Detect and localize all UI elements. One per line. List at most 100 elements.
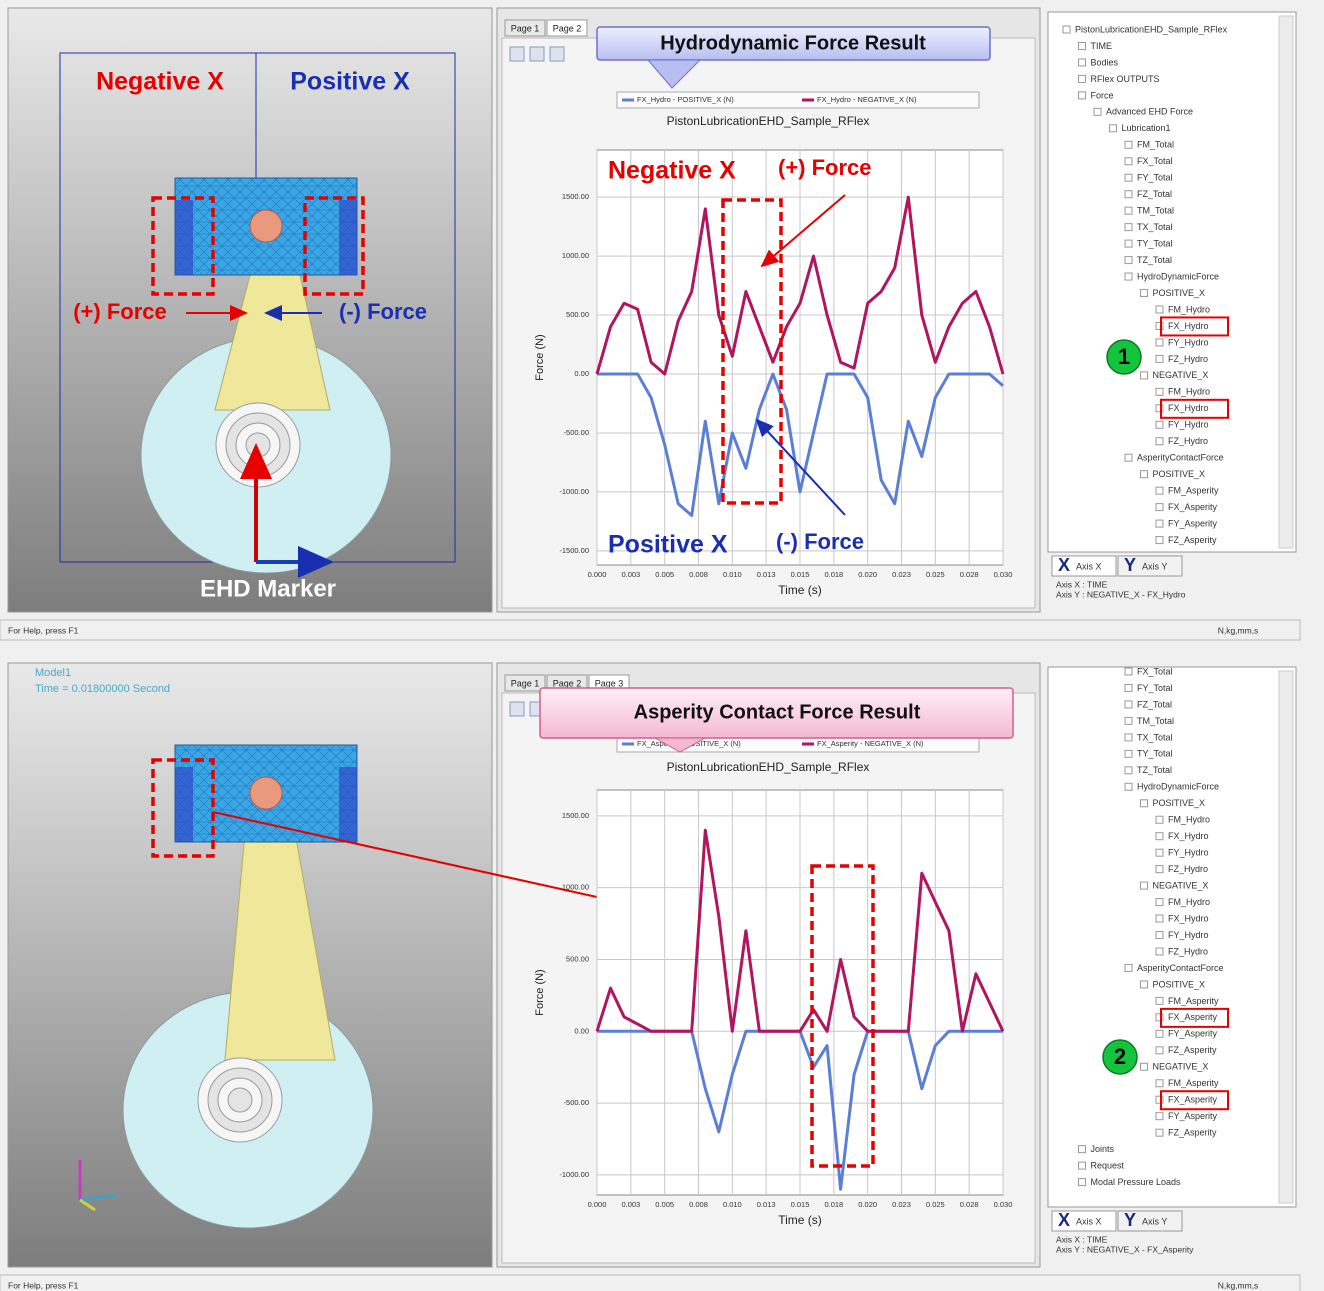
tree-item[interactable]: POSITIVE_X <box>1153 288 1206 298</box>
tree-item[interactable]: Joints <box>1091 1144 1115 1154</box>
tree-item[interactable]: NEGATIVE_X <box>1153 880 1209 890</box>
tree-item[interactable]: FZ_Total <box>1137 699 1172 709</box>
tree-node-box <box>1125 174 1132 181</box>
tree-item[interactable]: TZ_Total <box>1137 765 1172 775</box>
tree-item[interactable]: FZ_Hydro <box>1168 946 1208 956</box>
tree-item[interactable]: PistonLubricationEHD_Sample_RFlex <box>1075 24 1228 34</box>
x-tick-label: 0.025 <box>926 570 945 579</box>
y-tick-label: -1000.00 <box>559 1170 589 1179</box>
tree-item[interactable]: FZ_Asperity <box>1168 1128 1217 1138</box>
tree-node-box <box>1125 783 1132 790</box>
tree-item[interactable]: FY_Hydro <box>1168 337 1209 347</box>
status-text: For Help, press F1 <box>8 625 79 635</box>
legend-label: FX_Asperity - NEGATIVE_X (N) <box>817 739 924 748</box>
x-tick-label: 0.018 <box>824 1200 843 1209</box>
tree-item[interactable]: TZ_Total <box>1137 255 1172 265</box>
tree-node-box <box>1079 1146 1086 1153</box>
tree-item[interactable]: FX_Asperity <box>1168 1095 1218 1105</box>
tree-node-box <box>1156 421 1163 428</box>
tree-item[interactable]: RFlex OUTPUTS <box>1091 74 1160 84</box>
tree-node-box <box>1156 355 1163 362</box>
tree-item[interactable]: AsperityContactForce <box>1137 453 1224 463</box>
tree-item[interactable]: FY_Asperity <box>1168 1111 1218 1121</box>
tree-item[interactable]: FZ_Asperity <box>1168 535 1217 545</box>
tree-node-box <box>1125 964 1132 971</box>
tree-item[interactable]: HydroDynamicForce <box>1137 271 1219 281</box>
tree-item[interactable]: FX_Hydro <box>1168 831 1209 841</box>
tree-item[interactable]: FX_Hydro <box>1168 403 1209 413</box>
tree-item[interactable]: FM_Hydro <box>1168 304 1210 314</box>
tree-item[interactable]: NEGATIVE_X <box>1153 1062 1209 1072</box>
tree-node-box <box>1125 668 1132 675</box>
tree-item[interactable]: FY_Hydro <box>1168 930 1209 940</box>
tree-item[interactable]: TX_Total <box>1137 222 1173 232</box>
tree-item[interactable]: Request <box>1091 1160 1125 1170</box>
chart-note: (+) Force <box>778 155 872 180</box>
tree-item[interactable]: FZ_Hydro <box>1168 864 1208 874</box>
tree-item[interactable]: FZ_Total <box>1137 189 1172 199</box>
view-label: (-) Force <box>339 299 427 324</box>
tree-item[interactable]: HydroDynamicForce <box>1137 782 1219 792</box>
tree-item[interactable]: Lubrication1 <box>1122 123 1171 133</box>
legend-label: FX_Hydro - NEGATIVE_X (N) <box>817 95 917 104</box>
tree-node-box <box>1125 207 1132 214</box>
x-tick-label: 0.030 <box>994 1200 1013 1209</box>
tree-item[interactable]: TIME <box>1091 41 1113 51</box>
tree-item[interactable]: FX_Asperity <box>1168 1012 1218 1022</box>
tree-item[interactable]: POSITIVE_X <box>1153 469 1206 479</box>
step-badge-label: 1 <box>1118 344 1130 369</box>
axis-icon: Y <box>1124 555 1136 575</box>
tree-node-box <box>1156 932 1163 939</box>
toolbar-button[interactable] <box>550 47 564 61</box>
tree-item[interactable]: FM_Asperity <box>1168 1078 1219 1088</box>
tree-item[interactable]: FM_Asperity <box>1168 996 1219 1006</box>
tree-node-box <box>1156 899 1163 906</box>
tree-item[interactable]: FX_Total <box>1137 156 1173 166</box>
tree-item[interactable]: TY_Total <box>1137 238 1173 248</box>
tree-item[interactable]: FX_Hydro <box>1168 913 1209 923</box>
tree-item[interactable]: FM_Hydro <box>1168 897 1210 907</box>
tree-node-box <box>1156 997 1163 1004</box>
tab-label: Page 2 <box>553 678 582 688</box>
tree-item[interactable]: TX_Total <box>1137 732 1173 742</box>
tree-item[interactable]: FY_Asperity <box>1168 518 1218 528</box>
tree-item[interactable]: FM_Hydro <box>1168 387 1210 397</box>
tree-item[interactable]: FZ_Hydro <box>1168 354 1208 364</box>
tree-node-box <box>1156 866 1163 873</box>
tree-item[interactable]: TY_Total <box>1137 749 1173 759</box>
tree-item[interactable]: FZ_Hydro <box>1168 436 1208 446</box>
tree-node-box <box>1141 882 1148 889</box>
x-tick-label: 0.008 <box>689 1200 708 1209</box>
tree-node-box <box>1125 240 1132 247</box>
tree-item[interactable]: FY_Hydro <box>1168 848 1209 858</box>
toolbar-button[interactable] <box>530 47 544 61</box>
tree-item[interactable]: FM_Asperity <box>1168 486 1219 496</box>
tree-item[interactable]: AsperityContactForce <box>1137 963 1224 973</box>
tree-item[interactable]: POSITIVE_X <box>1153 798 1206 808</box>
tree-node-box <box>1125 158 1132 165</box>
y-tick-label: -1000.00 <box>559 487 589 496</box>
tree-item[interactable]: FX_Asperity <box>1168 502 1218 512</box>
tree-item[interactable]: TM_Total <box>1137 716 1174 726</box>
tree-item[interactable]: FZ_Asperity <box>1168 1045 1217 1055</box>
tree-item[interactable]: Bodies <box>1091 57 1119 67</box>
tree-node-box <box>1156 915 1163 922</box>
tree-node-box <box>1141 981 1148 988</box>
tree-item[interactable]: Modal Pressure Loads <box>1091 1177 1182 1187</box>
axis-info: Axis Y : NEGATIVE_X - FX_Hydro <box>1056 589 1186 599</box>
tree-item[interactable]: TM_Total <box>1137 206 1174 216</box>
tree-item[interactable]: FM_Hydro <box>1168 815 1210 825</box>
tree-item[interactable]: FX_Hydro <box>1168 321 1209 331</box>
tree-item[interactable]: Force <box>1091 90 1114 100</box>
tree-item[interactable]: FY_Total <box>1137 173 1173 183</box>
tree-item[interactable]: FY_Total <box>1137 683 1173 693</box>
tree-item[interactable]: Advanced EHD Force <box>1106 107 1193 117</box>
toolbar-button[interactable] <box>510 702 524 716</box>
toolbar-button[interactable] <box>510 47 524 61</box>
tree-item[interactable]: POSITIVE_X <box>1153 979 1206 989</box>
tree-item[interactable]: FM_Total <box>1137 140 1174 150</box>
tree-item[interactable]: FY_Hydro <box>1168 420 1209 430</box>
tree-item[interactable]: NEGATIVE_X <box>1153 370 1209 380</box>
tree-item[interactable]: FX_Total <box>1137 666 1173 676</box>
tree-item[interactable]: FY_Asperity <box>1168 1029 1218 1039</box>
